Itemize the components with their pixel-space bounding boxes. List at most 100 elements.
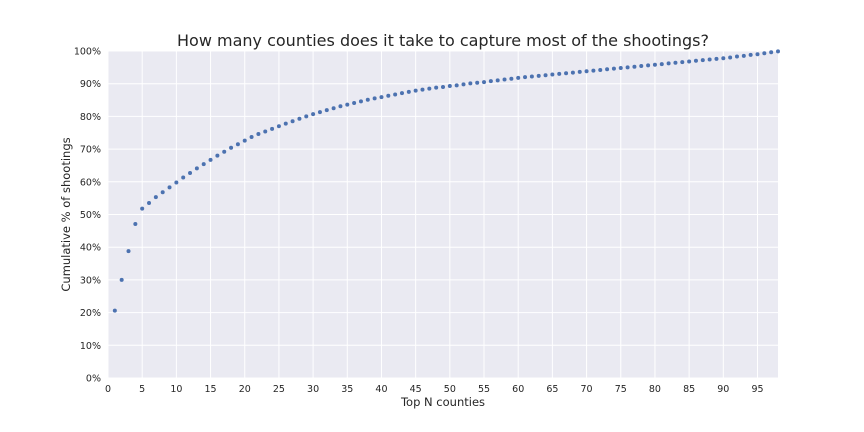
- data-point: [550, 72, 555, 77]
- data-point: [468, 81, 473, 86]
- data-point: [700, 58, 705, 63]
- data-point: [222, 149, 227, 154]
- x-tick-label: 25: [273, 384, 285, 395]
- data-point: [536, 73, 541, 78]
- y-tick-label: 10%: [80, 341, 101, 352]
- data-point: [365, 97, 370, 102]
- data-point: [734, 54, 739, 59]
- data-point: [126, 249, 131, 254]
- x-tick-label: 30: [307, 384, 319, 395]
- data-point: [386, 93, 391, 98]
- data-point: [543, 73, 548, 78]
- data-point: [776, 49, 780, 54]
- y-tick-label: 20%: [80, 308, 101, 319]
- x-tick-labels: 0 5 10 15 20 25 30 35 40 45 50 55 60 65 70 75 80 85 90 95: [105, 384, 764, 395]
- data-point: [338, 104, 343, 109]
- data-point: [523, 75, 528, 80]
- data-point: [229, 145, 234, 150]
- x-tick-label: 0: [105, 384, 111, 395]
- x-tick-label: 40: [375, 384, 387, 395]
- y-tick-label: 80%: [80, 112, 101, 123]
- data-point: [721, 56, 726, 61]
- data-point: [762, 51, 767, 56]
- data-point: [632, 64, 637, 69]
- data-point: [769, 50, 774, 55]
- data-point: [119, 277, 124, 282]
- data-point: [447, 83, 452, 88]
- y-tick-label: 70%: [80, 145, 101, 156]
- data-point: [140, 206, 145, 211]
- data-point: [570, 70, 575, 75]
- data-point: [194, 166, 199, 171]
- x-tick-label: 95: [751, 384, 763, 395]
- y-tick-label: 90%: [80, 79, 101, 90]
- data-point: [714, 56, 719, 61]
- y-tick-labels: 0% 10% 20% 30% 40% 50% 60% 70% 80% 90% 100%: [74, 47, 101, 385]
- x-tick-label: 50: [444, 384, 456, 395]
- data-point: [249, 135, 254, 140]
- data-point: [509, 76, 514, 81]
- data-point: [598, 67, 603, 72]
- data-point: [584, 69, 589, 74]
- data-point: [577, 69, 582, 74]
- data-point: [147, 201, 152, 206]
- x-tick-label: 20: [239, 384, 251, 395]
- data-point: [174, 180, 179, 185]
- x-tick-label: 55: [478, 384, 490, 395]
- data-point: [215, 153, 220, 158]
- data-point: [413, 88, 418, 93]
- data-point: [516, 75, 521, 80]
- data-point: [181, 175, 186, 180]
- data-point: [393, 92, 398, 97]
- grid-lines: [107, 50, 778, 379]
- y-tick-label: 30%: [80, 275, 101, 286]
- data-point: [495, 78, 500, 83]
- data-point: [625, 65, 630, 70]
- data-point: [352, 100, 357, 105]
- data-point: [564, 71, 569, 76]
- data-point: [208, 157, 213, 162]
- y-tick-label: 60%: [80, 177, 101, 188]
- data-point: [461, 82, 466, 87]
- data-point: [557, 71, 562, 76]
- data-point: [133, 221, 138, 226]
- data-point: [379, 95, 384, 100]
- y-axis-label: Cumulative % of shootings: [59, 137, 73, 291]
- x-tick-label: 70: [581, 384, 593, 395]
- data-point: [153, 195, 158, 200]
- data-point: [201, 162, 206, 167]
- data-point: [434, 85, 439, 90]
- data-point: [488, 79, 493, 84]
- data-point: [420, 87, 425, 92]
- data-points: [112, 49, 780, 313]
- data-point: [748, 52, 753, 57]
- data-point: [652, 62, 657, 67]
- data-point: [297, 116, 302, 121]
- data-point: [160, 190, 165, 195]
- x-axis-label: Top N counties: [400, 395, 485, 409]
- data-point: [331, 106, 336, 111]
- data-point: [358, 99, 363, 104]
- x-tick-label: 15: [205, 384, 217, 395]
- data-point: [372, 96, 377, 101]
- data-point: [591, 68, 596, 73]
- data-point: [659, 62, 664, 67]
- data-point: [646, 63, 651, 68]
- data-point: [290, 119, 295, 124]
- data-point: [283, 121, 288, 126]
- data-point: [673, 60, 678, 65]
- data-point: [242, 138, 247, 143]
- data-point: [502, 77, 507, 82]
- data-point: [324, 108, 329, 113]
- data-point: [406, 89, 411, 94]
- x-tick-label: 10: [170, 384, 182, 395]
- data-point: [482, 80, 487, 85]
- data-point: [687, 59, 692, 64]
- data-point: [693, 58, 698, 63]
- data-point: [263, 129, 268, 134]
- x-tick-label: 45: [410, 384, 422, 395]
- data-point: [618, 66, 623, 71]
- data-point: [317, 110, 322, 115]
- data-point: [399, 91, 404, 96]
